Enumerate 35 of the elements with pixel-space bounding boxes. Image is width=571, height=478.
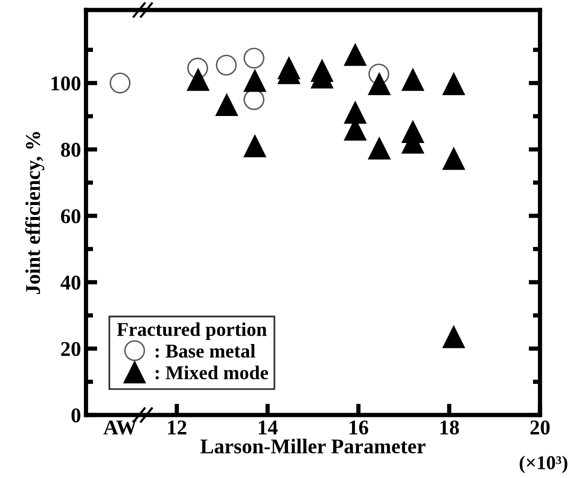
point [368,137,390,160]
point [244,48,264,69]
point [187,58,208,79]
point [244,134,266,158]
point [442,326,465,348]
legend-label: : Base metal [156,344,256,358]
y-axis-title: Joint efficiency, % [25,132,44,294]
point [402,68,424,91]
legend-title: Fractured portion [117,322,267,340]
y-tick-label: 80 [61,142,80,157]
x-tick-label: 18 [440,420,459,435]
point [187,68,210,91]
x-tick-label: 14 [258,420,278,434]
point [110,72,130,94]
point [216,94,238,116]
point [344,101,366,124]
point [216,54,237,76]
point [368,64,390,84]
y-tick-label: 100 [52,76,80,90]
x-tick-label: 16 [350,420,368,435]
text: (×10³) [520,456,568,474]
point [344,44,366,66]
x-tick-label: 20 [530,420,550,435]
y-tick-label: 40 [60,276,80,290]
point [442,148,465,170]
y-tick-label: 60 [61,209,80,224]
x-tick-label: AW [103,420,137,435]
x-axis-title: Larson-Miller Parameter [200,438,426,454]
point [368,72,390,96]
y-tick-label: 20 [61,342,80,356]
y-tick-label: 0 [72,408,80,422]
legend-label: : Mixed mode [156,366,268,380]
point [442,72,465,96]
x-tick-label: 12 [168,420,186,434]
point [244,70,266,92]
